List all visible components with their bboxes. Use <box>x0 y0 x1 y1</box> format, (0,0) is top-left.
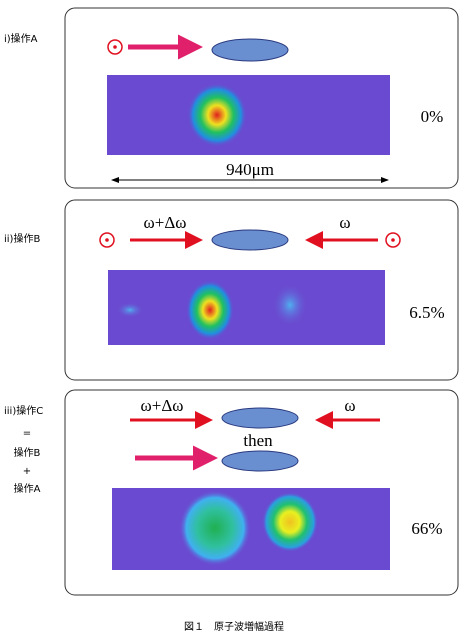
atom-cloud <box>211 38 289 62</box>
atom-cloud <box>221 450 299 472</box>
caption: 図１ 原子波増幅過程 <box>184 620 284 633</box>
sequence-label: then <box>243 431 273 450</box>
atom-peak <box>187 83 247 147</box>
atom-peak <box>272 283 308 327</box>
atom-peak <box>186 280 234 340</box>
panel-label: + <box>23 466 31 477</box>
panel-frame <box>64 389 459 596</box>
dimension-label: 940μm <box>226 160 274 179</box>
panel-label: ii)操作B <box>4 232 40 245</box>
percent: 6.5% <box>409 303 444 322</box>
percent: 0% <box>421 107 444 126</box>
atom-peak <box>262 492 318 552</box>
panel-frame <box>64 199 459 381</box>
atom-peak <box>179 490 251 566</box>
frequency-label: ω+Δω <box>141 396 184 415</box>
frequency-label: ω <box>344 396 355 415</box>
absorption-image <box>112 488 390 570</box>
absorption-image <box>108 270 385 345</box>
panel-label: iii)操作C <box>4 404 43 417</box>
atom-cloud <box>211 229 289 251</box>
atom-cloud <box>221 407 299 429</box>
panel-label: i)操作A <box>4 32 38 45</box>
panel-label: 操作B <box>14 446 41 459</box>
frequency-label: ω <box>339 213 350 232</box>
panel-frame <box>64 7 459 189</box>
percent: 66% <box>411 519 442 538</box>
panel-label: = <box>23 428 31 439</box>
frequency-label: ω+Δω <box>144 213 187 232</box>
panel-label: 操作A <box>14 482 41 495</box>
absorption-image <box>107 75 390 155</box>
